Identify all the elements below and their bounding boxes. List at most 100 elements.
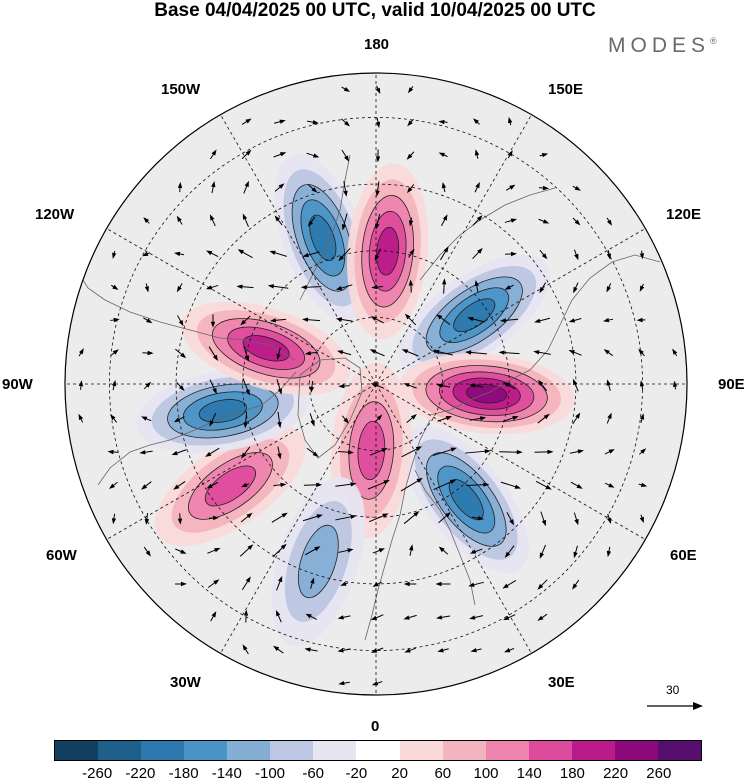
wind-vector-head [607,412,612,419]
wind-vector-head [344,120,350,127]
wind-vector-head [274,215,280,222]
wind-vector-head [112,252,117,259]
meridian-line [220,114,377,385]
wind-vector-head [382,513,389,518]
wind-vector-head [337,350,344,355]
wind-vector-head [444,512,451,518]
wind-vector-head [375,121,381,129]
wind-vector-head [606,379,611,386]
modes-logo: MODES® [608,34,717,58]
wind-vector-head [335,317,343,322]
wind-vector-head [542,185,549,191]
wind-vector-head [310,420,315,427]
meridian-line [375,114,532,385]
wind-vector-head [537,583,544,590]
reference-vector-arrow [647,702,703,710]
lon-label-60e: 60E [670,547,697,564]
colorbar-tick-label: -140 [211,765,242,782]
wind-vector-head [212,387,217,395]
colorbar-segment [614,741,658,760]
wind-vector-head [209,420,214,427]
wind-vector-head [574,518,579,526]
wind-vector-head [144,286,149,293]
wind-vector-head [276,353,281,361]
wind-vector-head [173,417,181,423]
wind-vector-head [413,511,420,517]
wind-vector-head [242,213,248,220]
wind-vector-head [574,185,581,191]
wind-vector-head [403,615,410,620]
wind-vector-head [408,220,414,227]
wind-vector-head [141,416,148,421]
colorbar-tick-label: -60 [302,765,325,782]
wind-vector-head [516,449,523,455]
anomaly-contour [297,524,339,599]
wind-vector-head [144,518,150,525]
colorbar [54,740,702,761]
wind-vector-head [672,380,678,387]
wind-vector-head [370,615,378,621]
wind-vector-head [275,610,281,617]
wind-vector-head [445,416,453,421]
wind-vector-head [180,549,187,554]
wind-vector-head [437,648,444,653]
lon-label-150e: 150E [548,81,584,98]
wind-vector-head [369,349,377,354]
wind-vector-head [242,644,248,651]
wind-vector-head [141,484,148,490]
meridian-line [106,228,377,385]
wind-vector-head [543,413,550,420]
wind-vector-head [436,615,443,620]
wind-vector-head [350,514,357,519]
anomaly-high-canada [181,301,351,396]
wind-vector-head [244,180,249,188]
wind-vector-head [269,318,277,323]
wind-vector-head [311,187,318,193]
wind-vector-head [403,581,410,587]
wind-vector-head [280,482,287,487]
colorbar-tick-label: -220 [125,765,156,782]
wind-vector-head [539,286,545,294]
wind-vector-head [245,149,252,156]
anomaly-contour [309,214,337,262]
wind-vector-head [407,120,413,127]
wind-vector-head [112,349,119,355]
wind-vector-head [173,484,180,490]
wind-vector-head [442,214,448,221]
colorbar-segment [227,741,271,760]
anomaly-contour [204,465,257,507]
colorbar-segment [184,741,228,760]
wind-vector-head [371,284,378,290]
colorbar-segment [528,741,572,760]
wind-vector-head [450,447,457,452]
wind-vector-head [575,412,581,419]
wind-vector-head [408,279,414,286]
wind-vector-head [245,118,252,124]
colorbar-segment [313,741,357,760]
wind-vector-head [212,354,218,361]
wind-vector-head [107,449,114,455]
wind-vector-head [383,480,390,485]
wind-vector-head [467,316,474,322]
wind-vector-head [512,415,519,421]
anomaly-contour [198,399,247,423]
lon-label-30w: 30W [170,674,201,691]
wind-vector-head [176,286,182,293]
wind-vector-head [312,120,319,125]
wind-vector-head [542,219,550,224]
meridian-line [106,383,377,540]
wind-vector-head [281,512,288,518]
colorbar-segment [571,741,615,760]
wind-vector-head [343,87,351,92]
wind-vector-head [410,414,417,420]
wind-vector-head [171,450,178,456]
wind-vector-head [347,450,354,455]
wind-vector-head [236,284,243,289]
wind-vector-head [509,184,516,190]
colorbar-segment [657,741,701,760]
wind-vector-head [209,214,215,221]
wind-vector-head [415,446,423,451]
wind-vector-head [477,516,485,521]
meridian-line [375,383,532,654]
wind-vector-head [178,385,185,391]
